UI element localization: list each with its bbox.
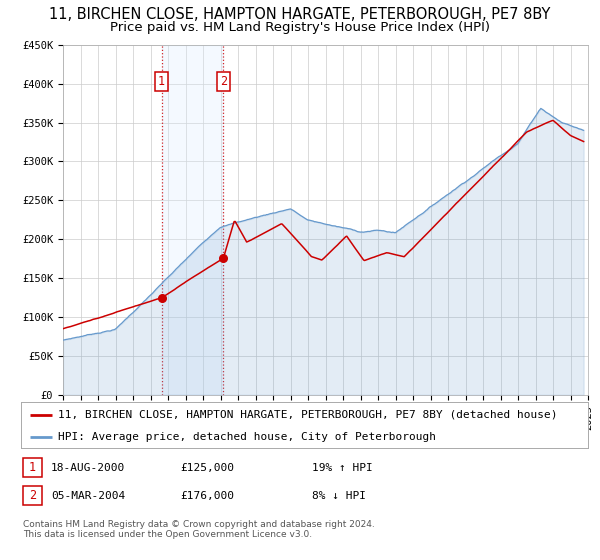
Text: 1: 1	[158, 75, 165, 88]
Text: 11, BIRCHEN CLOSE, HAMPTON HARGATE, PETERBOROUGH, PE7 8BY (detached house): 11, BIRCHEN CLOSE, HAMPTON HARGATE, PETE…	[58, 410, 557, 420]
Text: 1: 1	[29, 461, 36, 474]
Text: 2: 2	[29, 489, 36, 502]
Text: 05-MAR-2004: 05-MAR-2004	[51, 491, 125, 501]
Text: 2: 2	[220, 75, 227, 88]
Bar	[161, 45, 223, 395]
Text: 19% ↑ HPI: 19% ↑ HPI	[312, 463, 373, 473]
Text: Contains HM Land Registry data © Crown copyright and database right 2024.
This d: Contains HM Land Registry data © Crown c…	[23, 520, 374, 539]
Text: £176,000: £176,000	[180, 491, 234, 501]
Text: Price paid vs. HM Land Registry's House Price Index (HPI): Price paid vs. HM Land Registry's House …	[110, 21, 490, 34]
Text: HPI: Average price, detached house, City of Peterborough: HPI: Average price, detached house, City…	[58, 432, 436, 441]
Text: 8% ↓ HPI: 8% ↓ HPI	[312, 491, 366, 501]
Text: 18-AUG-2000: 18-AUG-2000	[51, 463, 125, 473]
Text: £125,000: £125,000	[180, 463, 234, 473]
Text: 11, BIRCHEN CLOSE, HAMPTON HARGATE, PETERBOROUGH, PE7 8BY: 11, BIRCHEN CLOSE, HAMPTON HARGATE, PETE…	[49, 7, 551, 22]
